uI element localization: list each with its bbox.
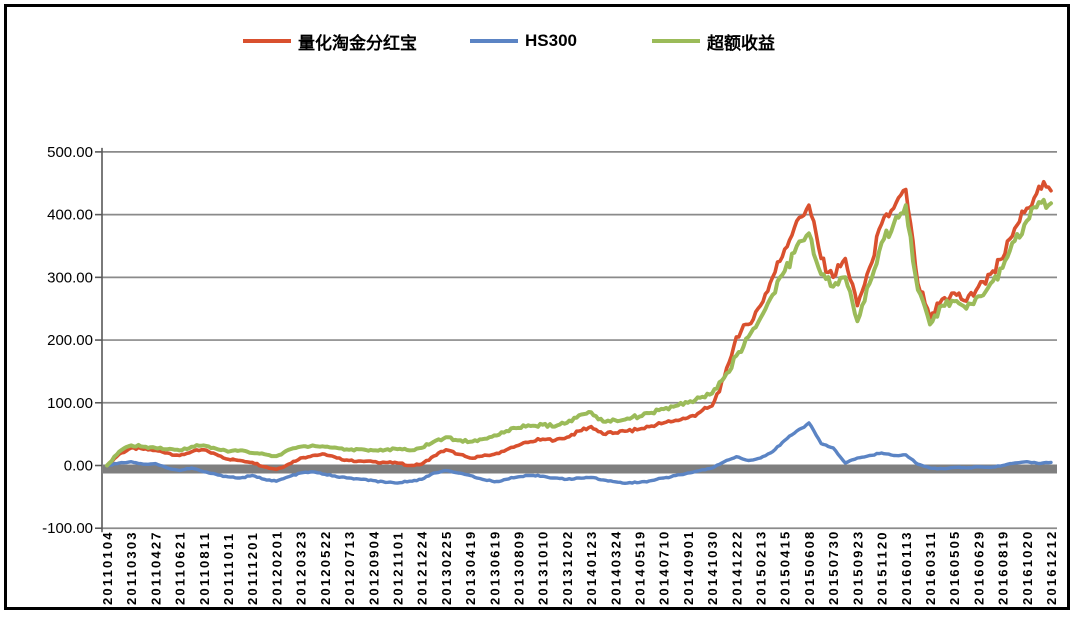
y-axis-label: 300.00 [47, 269, 93, 286]
x-axis-label: 20160819 [996, 530, 1011, 605]
x-axis-label: 20111201 [245, 531, 260, 605]
series-line-excess-return [105, 197, 1053, 468]
legend-swatch-blue-line [470, 39, 518, 43]
x-axis-label: 20130419 [463, 530, 478, 605]
x-axis-label: 20150213 [754, 530, 769, 605]
series-line-fund [105, 179, 1053, 472]
legend-label-hs300: HS300 [525, 31, 577, 50]
y-axis-label: 100.00 [47, 395, 93, 412]
legend-item-fund: 量化淘金分红宝 [243, 29, 417, 53]
legend-item-hs300: HS300 [470, 29, 577, 53]
y-axis-label: 0.00 [64, 458, 93, 475]
x-axis-label: 20110104 [100, 530, 115, 605]
x-axis-label: 20111011 [221, 532, 236, 605]
x-axis-label: 20131010 [536, 530, 551, 605]
x-axis-label: 20121101 [390, 530, 405, 605]
y-axis-label: 400.00 [47, 207, 93, 224]
x-axis-label: 20150730 [826, 530, 841, 605]
y-axis-label: -100.00 [42, 520, 93, 537]
x-axis-label: 20120522 [318, 530, 333, 605]
x-axis-label: 20160113 [899, 530, 914, 605]
chart-legend: 量化淘金分红宝 HS300 超额收益 [7, 29, 1067, 53]
x-axis-label: 20140123 [584, 530, 599, 605]
x-axis-label: 20110303 [124, 530, 139, 605]
x-axis-label: 20131202 [560, 530, 575, 605]
x-axis-label: 20120904 [366, 530, 381, 605]
legend-label-fund: 量化淘金分红宝 [298, 33, 417, 53]
chart-canvas: 20110104 20110303 20110427 20110621 20110811… [42, 144, 1059, 605]
chart-figure: 20110104 20110303 20110427 20110621 20110811… [4, 4, 1070, 610]
series-line-hs300 [105, 421, 1053, 485]
x-axis-label: 20140901 [681, 530, 696, 605]
x-axis-label: 20120323 [294, 530, 309, 605]
x-axis-label: 20140519 [633, 530, 648, 605]
x-axis-label: 20141030 [705, 530, 720, 605]
x-axis-label: 20120201 [269, 530, 284, 605]
x-axis-label: 20150923 [850, 530, 865, 605]
zero-axis-band [102, 464, 1057, 474]
legend-label-excess-return: 超额收益 [707, 33, 775, 53]
x-axis-label: 20160629 [971, 530, 986, 605]
x-axis-label: 20161020 [1020, 530, 1035, 605]
legend-swatch-red-line [243, 39, 291, 43]
y-axis-label: 500.00 [47, 144, 93, 161]
x-axis-label: 20110427 [148, 530, 163, 605]
x-axis-label: 20160311 [923, 530, 938, 605]
x-axis-label: 20140324 [608, 530, 623, 605]
legend-swatch-green-line [652, 39, 700, 43]
x-axis-label: 20151120 [875, 530, 890, 605]
x-axis-label: 20150608 [802, 530, 817, 605]
x-axis-label: 20161212 [1044, 530, 1059, 605]
x-axis-label: 20130225 [439, 530, 454, 605]
x-axis-label: 20141222 [729, 530, 744, 605]
x-axis-label: 20121224 [415, 530, 430, 605]
x-axis-label: 20120713 [342, 530, 357, 605]
x-axis-label: 20130619 [487, 530, 502, 605]
x-axis-label: 20110621 [173, 530, 188, 605]
y-axis-label: 200.00 [47, 332, 93, 349]
x-axis-label: 20140710 [657, 530, 672, 605]
legend-item-excess-return: 超额收益 [652, 29, 775, 53]
x-axis-label: 20160505 [947, 530, 962, 605]
x-axis-label: 20150415 [778, 530, 793, 605]
x-axis-label: 20130809 [511, 530, 526, 605]
x-axis-label: 20110811 [197, 531, 212, 605]
